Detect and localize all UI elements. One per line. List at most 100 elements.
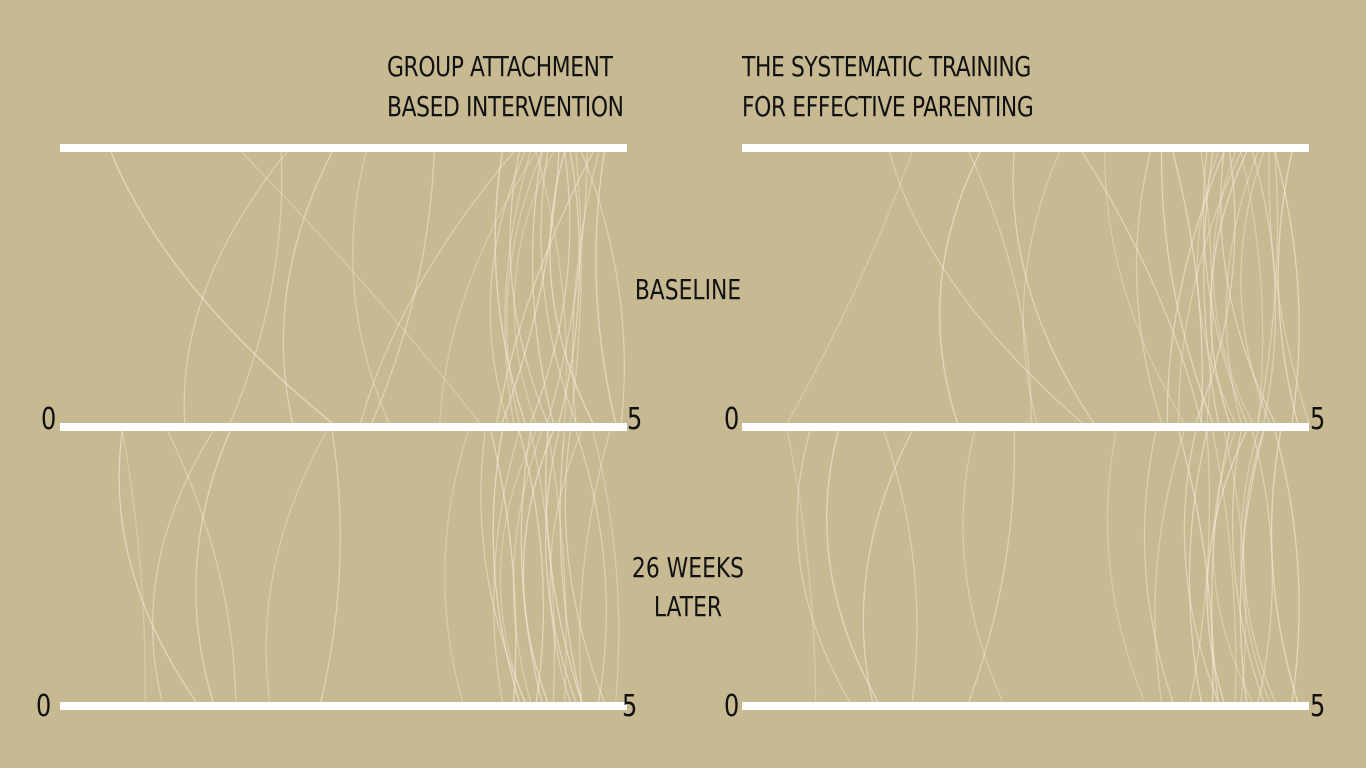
arc-gabi_week26-13 [559,430,583,703]
row-label-week26-line1: 26 WEEKS [631,551,745,584]
arc-gabi_week26-14 [499,430,537,703]
arc-gabi_week26-6 [320,430,341,703]
tick-min-label: 0 [724,402,740,437]
arc-gabi_baseline-26 [572,151,600,424]
arc-gabi_baseline-12 [569,151,582,424]
row-label-week26-line2: LATER [653,590,723,623]
tick-max-label: 5 [1310,689,1326,724]
arc-step_baseline-12 [1200,151,1213,424]
arc-step_baseline-8 [1135,151,1163,424]
arc-gabi_baseline-20 [509,151,549,424]
arc-step_week26-10 [1154,430,1185,703]
arc-gabi_baseline-17 [489,151,526,424]
row-label-week26: 26 WEEKS LATER [606,548,770,626]
arc-gabi_baseline-21 [535,151,568,424]
column-title-gabi: GROUP ATTACHMENT BASED INTERVENTION [387,47,624,127]
arc-step_week26-17 [1242,430,1276,703]
arc-gabi_baseline-27 [530,151,571,424]
arc-step_baseline-15 [1251,151,1277,424]
arc-step_baseline-3 [968,151,1032,424]
row-label-baseline: BASELINE [606,270,770,309]
arc-step_week26-24 [1189,430,1211,703]
arc-step_baseline-5 [1022,151,1061,424]
arc-step_week26-4 [862,430,913,703]
arc-step_week26-16 [1206,430,1248,703]
axis-bar-step-top [742,144,1309,152]
axis-bar-gabi-top [60,144,627,152]
arc-step_week26-6 [968,430,1016,703]
arc-step_baseline-1 [888,151,1083,424]
arc-gabi_baseline-4 [282,151,333,424]
arc-step_week26-14 [1212,430,1253,703]
arc-step_week26-19 [1240,430,1270,703]
tick-max-label: 5 [1310,402,1326,437]
arc-gabi_baseline-18 [558,151,581,424]
arc-gabi_baseline-1 [183,151,288,424]
arc-gabi_week26-21 [592,430,620,703]
arc-gabi_week26-0 [121,430,146,703]
arc-gabi_week26-1 [151,430,214,703]
arc-step_baseline-0 [786,151,913,424]
arc-step_baseline-22 [1202,151,1248,424]
axis-bar-gabi-bottom [60,702,627,710]
arc-gabi_baseline-23 [494,151,526,424]
arc-gabi_baseline-3 [229,151,283,424]
arc-gabi_week26-20 [544,430,577,703]
arc-gabi_baseline-24 [546,151,588,424]
arc-step_week26-1 [796,430,851,703]
arc-step_baseline-27 [1194,151,1236,424]
column-title-gabi-line2: BASED INTERVENTION [387,90,624,123]
arc-step_week26-8 [1143,430,1174,703]
arc-gabi_week26-5 [265,430,328,703]
arc-step_week26-15 [1251,430,1273,703]
arc-step_baseline-21 [1240,151,1264,424]
arc-step_week26-9 [1177,430,1214,703]
arc-step_week26-25 [1239,430,1265,703]
arc-step_baseline-18 [1274,151,1300,424]
arc-gabi_baseline-14 [513,151,554,424]
arc-step_baseline-23 [1277,151,1299,424]
arc-step_week26-3 [883,430,918,703]
arc-step_week26-12 [1211,430,1237,703]
arc-step_baseline-28 [1196,151,1236,424]
axis-bar-step-bottom [742,702,1309,710]
tick-min-label: 0 [41,402,57,437]
arc-gabi_baseline-19 [506,151,543,424]
arc-gabi_baseline-10 [504,151,532,424]
axis-bars [60,144,1309,710]
tick-max-label: 5 [622,689,638,724]
row-label-baseline-line1: BASELINE [634,273,742,306]
arc-gabi_baseline-2 [110,151,333,424]
arc-gabi_baseline-22 [540,151,577,424]
arc-gabi_baseline-25 [595,151,617,424]
column-title-gabi-line1: GROUP ATTACHMENT [387,50,613,83]
arc-layer [110,151,1310,703]
tick-max-label: 5 [627,402,643,437]
tick-min-label: 0 [36,689,52,724]
axis-bar-gabi-middle [60,423,627,431]
arc-step_baseline-10 [1177,151,1242,424]
arc-step_baseline-4 [1012,151,1095,424]
arc-gabi_week26-22 [564,430,605,703]
arc-step_week26-5 [962,430,1004,703]
arc-gabi_week26-15 [575,430,607,703]
arc-step_baseline-6 [1081,151,1202,424]
arc-gabi_week26-25 [545,430,583,703]
column-title-step-line1: THE SYSTEMATIC TRAINING [742,50,1031,83]
axis-bar-step-middle [742,423,1309,431]
arc-gabi_week26-19 [512,430,543,703]
arc-step_baseline-26 [1268,151,1310,424]
arc-step_baseline-9 [1172,151,1204,424]
arc-step_week26-21 [1223,430,1247,703]
arc-step_week26-22 [1231,430,1265,703]
arc-step_baseline-16 [1209,151,1248,424]
column-title-step: THE SYSTEMATIC TRAINING FOR EFFECTIVE PA… [742,47,1034,127]
arc-step_week26-11 [1188,430,1208,703]
arc-gabi_week26-26 [579,430,611,703]
arc-step_baseline-2 [939,151,981,424]
arc-gabi_week26-2 [118,430,197,703]
arc-gabi_week26-11 [520,430,543,703]
arc-step_baseline-17 [1240,151,1270,424]
arc-gabi_week26-3 [167,430,237,703]
